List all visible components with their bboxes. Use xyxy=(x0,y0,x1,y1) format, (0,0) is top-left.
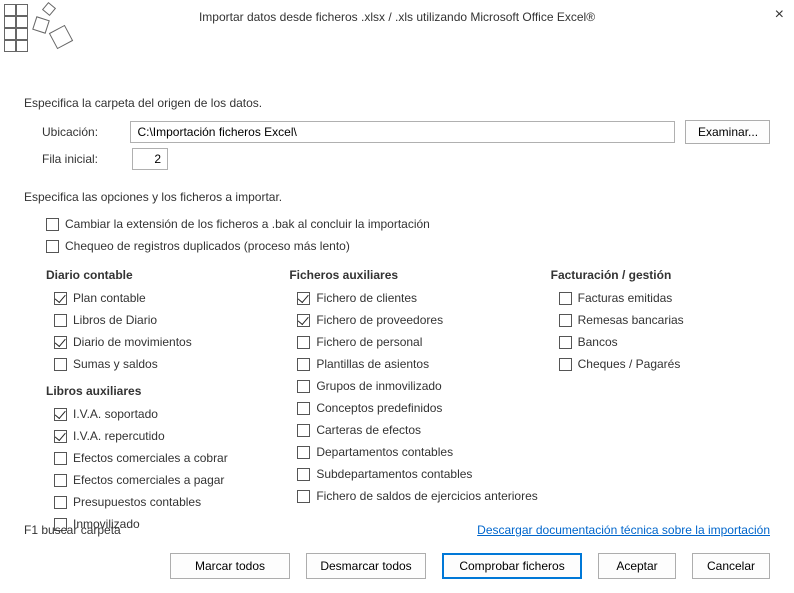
label-cart: Carteras de efectos xyxy=(316,423,421,437)
checkbox-pers[interactable] xyxy=(297,336,310,349)
label-fact: Facturas emitidas xyxy=(578,291,673,305)
checkbox-grupos[interactable] xyxy=(297,380,310,393)
label-prov: Fichero de proveedores xyxy=(316,313,443,327)
col1-head-libros: Libros auxiliares xyxy=(46,384,289,398)
label-ef-pagar: Efectos comerciales a pagar xyxy=(73,473,224,487)
label-bancos: Bancos xyxy=(578,335,618,349)
check-files-button[interactable]: Comprobar ficheros xyxy=(442,553,582,579)
label-iva-sop: I.V.A. soportado xyxy=(73,407,158,421)
checkbox-ef-pagar[interactable] xyxy=(54,474,67,487)
checkbox-cheques[interactable] xyxy=(559,358,572,371)
label-libros: Libros de Diario xyxy=(73,313,157,327)
location-input[interactable] xyxy=(130,121,675,143)
label-plant: Plantillas de asientos xyxy=(316,357,429,371)
checkbox-ef-cobrar[interactable] xyxy=(54,452,67,465)
label-saldos: Fichero de saldos de ejercicios anterior… xyxy=(316,489,537,503)
checkbox-diario[interactable] xyxy=(54,336,67,349)
checkbox-plant[interactable] xyxy=(297,358,310,371)
start-row-label: Fila inicial: xyxy=(42,152,132,166)
label-subd: Subdepartamentos contables xyxy=(316,467,472,481)
checkbox-iva-sop[interactable] xyxy=(54,408,67,421)
label-dept: Departamentos contables xyxy=(316,445,453,459)
label-pers: Fichero de personal xyxy=(316,335,422,349)
label-conc: Conceptos predefinidos xyxy=(316,401,442,415)
checkbox-subd[interactable] xyxy=(297,468,310,481)
col3-head: Facturación / gestión xyxy=(551,268,770,282)
checkbox-bancos[interactable] xyxy=(559,336,572,349)
checkbox-plan[interactable] xyxy=(54,292,67,305)
checkbox-dup[interactable] xyxy=(46,240,59,253)
section-origin-label: Especifica la carpeta del origen de los … xyxy=(24,96,770,110)
browse-button[interactable]: Examinar... xyxy=(685,120,770,144)
checkbox-cart[interactable] xyxy=(297,424,310,437)
titlebar: Importar datos desde ficheros .xlsx / .x… xyxy=(0,0,794,34)
col2-head: Ficheros auxiliares xyxy=(289,268,550,282)
footer-hint: F1 buscar carpeta xyxy=(24,523,121,537)
label-ef-cobrar: Efectos comerciales a cobrar xyxy=(73,451,228,465)
label-diario: Diario de movimientos xyxy=(73,335,192,349)
checkbox-saldos[interactable] xyxy=(297,490,310,503)
checkbox-presup[interactable] xyxy=(54,496,67,509)
label-iva-rep: I.V.A. repercutido xyxy=(73,429,165,443)
label-cheques: Cheques / Pagarés xyxy=(578,357,681,371)
checkbox-clientes[interactable] xyxy=(297,292,310,305)
checkbox-bak[interactable] xyxy=(46,218,59,231)
checkbox-remesas[interactable] xyxy=(559,314,572,327)
mark-all-button[interactable]: Marcar todos xyxy=(170,553,290,579)
label-remesas: Remesas bancarias xyxy=(578,313,684,327)
doc-link[interactable]: Descargar documentación técnica sobre la… xyxy=(477,523,770,537)
checkbox-dup-label: Chequeo de registros duplicados (proceso… xyxy=(65,239,350,253)
label-sumas: Sumas y saldos xyxy=(73,357,158,371)
location-label: Ubicación: xyxy=(42,125,130,139)
label-grupos: Grupos de inmovilizado xyxy=(316,379,441,393)
label-clientes: Fichero de clientes xyxy=(316,291,417,305)
label-plan: Plan contable xyxy=(73,291,146,305)
unmark-all-button[interactable]: Desmarcar todos xyxy=(306,553,426,579)
checkbox-fact[interactable] xyxy=(559,292,572,305)
checkbox-conc[interactable] xyxy=(297,402,310,415)
cancel-button[interactable]: Cancelar xyxy=(692,553,770,579)
dialog-title: Importar datos desde ficheros .xlsx / .x… xyxy=(199,10,595,24)
checkbox-prov[interactable] xyxy=(297,314,310,327)
section-options-label: Especifica las opciones y los ficheros a… xyxy=(24,190,770,204)
ok-button[interactable]: Aceptar xyxy=(598,553,676,579)
start-row-input[interactable] xyxy=(132,148,168,170)
checkbox-dept[interactable] xyxy=(297,446,310,459)
checkbox-bak-label: Cambiar la extensión de los ficheros a .… xyxy=(65,217,430,231)
checkbox-sumas[interactable] xyxy=(54,358,67,371)
close-icon[interactable]: × xyxy=(775,6,784,24)
label-presup: Presupuestos contables xyxy=(73,495,201,509)
checkbox-iva-rep[interactable] xyxy=(54,430,67,443)
col1-head-diario: Diario contable xyxy=(46,268,289,282)
checkbox-libros[interactable] xyxy=(54,314,67,327)
